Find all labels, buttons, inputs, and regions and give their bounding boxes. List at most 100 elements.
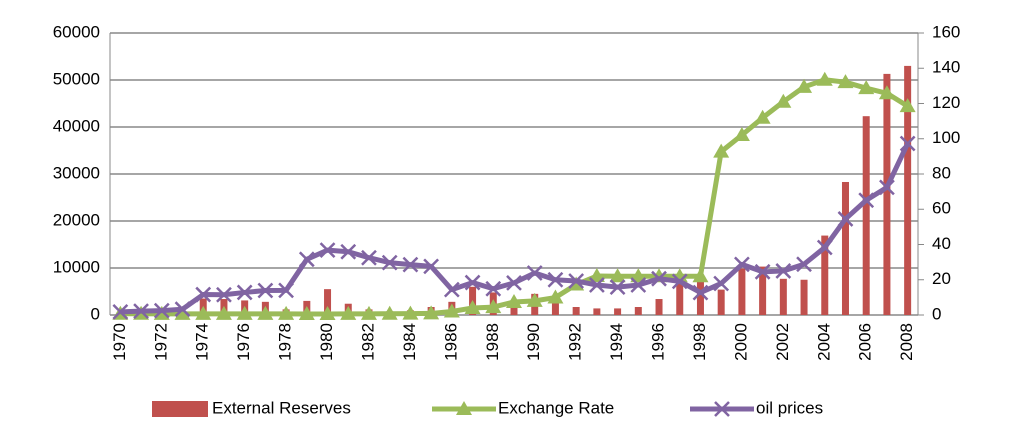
marker xyxy=(319,242,336,259)
marker xyxy=(775,93,792,108)
x-tick-label: 1984 xyxy=(400,323,419,361)
bar xyxy=(614,308,622,315)
marker xyxy=(714,401,730,417)
marker xyxy=(215,305,232,320)
marker xyxy=(630,277,647,293)
x-tick-label: 1976 xyxy=(234,323,253,361)
marker xyxy=(506,293,522,308)
x-tick-label: 1980 xyxy=(317,323,336,361)
marker xyxy=(754,109,771,124)
series-line xyxy=(120,77,909,317)
marker xyxy=(879,179,895,196)
marker xyxy=(588,277,605,293)
bar xyxy=(551,298,559,315)
legend-label: Exchange Rate xyxy=(498,398,614,417)
x-tick-label: 1988 xyxy=(483,323,502,361)
x-tick-label: 1992 xyxy=(566,323,585,361)
marker xyxy=(319,306,336,321)
y2-tick-label: 140 xyxy=(932,58,960,77)
bar xyxy=(800,279,808,315)
x-tick-label: 1996 xyxy=(649,323,668,361)
marker xyxy=(588,268,605,283)
y2-tick-label: 60 xyxy=(932,199,951,218)
y2-tick-label: 100 xyxy=(932,128,960,147)
y-tick-label: 40000 xyxy=(53,116,100,135)
marker xyxy=(526,292,543,307)
x-tick-label: 2006 xyxy=(856,323,875,361)
legend-label: oil prices xyxy=(756,398,823,417)
marker xyxy=(236,284,253,301)
x-tick-label: 2002 xyxy=(773,323,792,361)
x-tick-label: 1998 xyxy=(690,323,709,361)
bar xyxy=(862,116,870,315)
x-tick-label: 1990 xyxy=(524,323,543,361)
marker xyxy=(816,71,833,86)
legend-swatch xyxy=(152,401,208,417)
marker xyxy=(485,280,502,297)
y2-tick-label: 160 xyxy=(932,22,960,41)
x-tick-label: 2004 xyxy=(814,323,833,361)
bar xyxy=(717,289,725,315)
marker xyxy=(195,286,212,303)
marker xyxy=(506,275,522,291)
marker xyxy=(671,273,688,290)
marker xyxy=(443,281,460,298)
y-tick-label: 30000 xyxy=(53,163,100,182)
y2-tick-label: 120 xyxy=(932,93,960,112)
marker xyxy=(692,268,709,283)
marker xyxy=(526,265,543,281)
x-tick-label: 1982 xyxy=(358,323,377,361)
marker xyxy=(878,85,895,100)
marker xyxy=(692,284,709,301)
bar xyxy=(572,307,580,315)
marker xyxy=(734,256,750,273)
marker xyxy=(402,305,419,320)
bar xyxy=(696,281,704,315)
x-tick-label: 2008 xyxy=(897,323,916,361)
bar xyxy=(634,307,642,315)
bar xyxy=(904,65,912,316)
y-tick-label: 60000 xyxy=(53,22,100,41)
marker xyxy=(133,303,149,320)
y-tick-label: 0 xyxy=(91,304,100,323)
marker xyxy=(609,279,626,296)
marker xyxy=(381,254,398,271)
x-tick-label: 2000 xyxy=(731,323,750,361)
marker xyxy=(112,303,129,320)
marker xyxy=(464,274,481,291)
bar xyxy=(779,278,787,315)
marker xyxy=(257,282,274,299)
x-tick-label: 1970 xyxy=(110,323,129,361)
marker xyxy=(298,305,315,320)
marker xyxy=(381,305,398,320)
marker xyxy=(733,127,750,142)
bar xyxy=(655,299,663,315)
marker xyxy=(796,78,813,93)
x-tick-label: 1978 xyxy=(276,323,295,361)
bar xyxy=(676,281,684,315)
marker xyxy=(257,305,274,320)
marker xyxy=(360,305,377,320)
bar xyxy=(324,289,332,315)
marker xyxy=(423,258,440,275)
marker xyxy=(899,98,916,113)
bar xyxy=(759,266,767,315)
marker xyxy=(754,263,771,280)
marker xyxy=(298,251,315,268)
marker xyxy=(361,249,377,266)
y-tick-label: 10000 xyxy=(53,257,100,276)
marker xyxy=(713,143,730,158)
marker xyxy=(568,273,585,289)
marker xyxy=(651,270,667,287)
marker xyxy=(816,239,833,256)
marker xyxy=(340,243,357,260)
marker xyxy=(713,275,730,292)
x-tick-label: 1986 xyxy=(441,323,460,361)
marker xyxy=(423,305,440,320)
y-tick-label: 20000 xyxy=(53,210,100,229)
bar xyxy=(883,73,891,315)
marker xyxy=(236,305,253,320)
marker xyxy=(216,286,232,303)
marker xyxy=(796,256,812,273)
y-tick-label: 50000 xyxy=(53,69,100,88)
